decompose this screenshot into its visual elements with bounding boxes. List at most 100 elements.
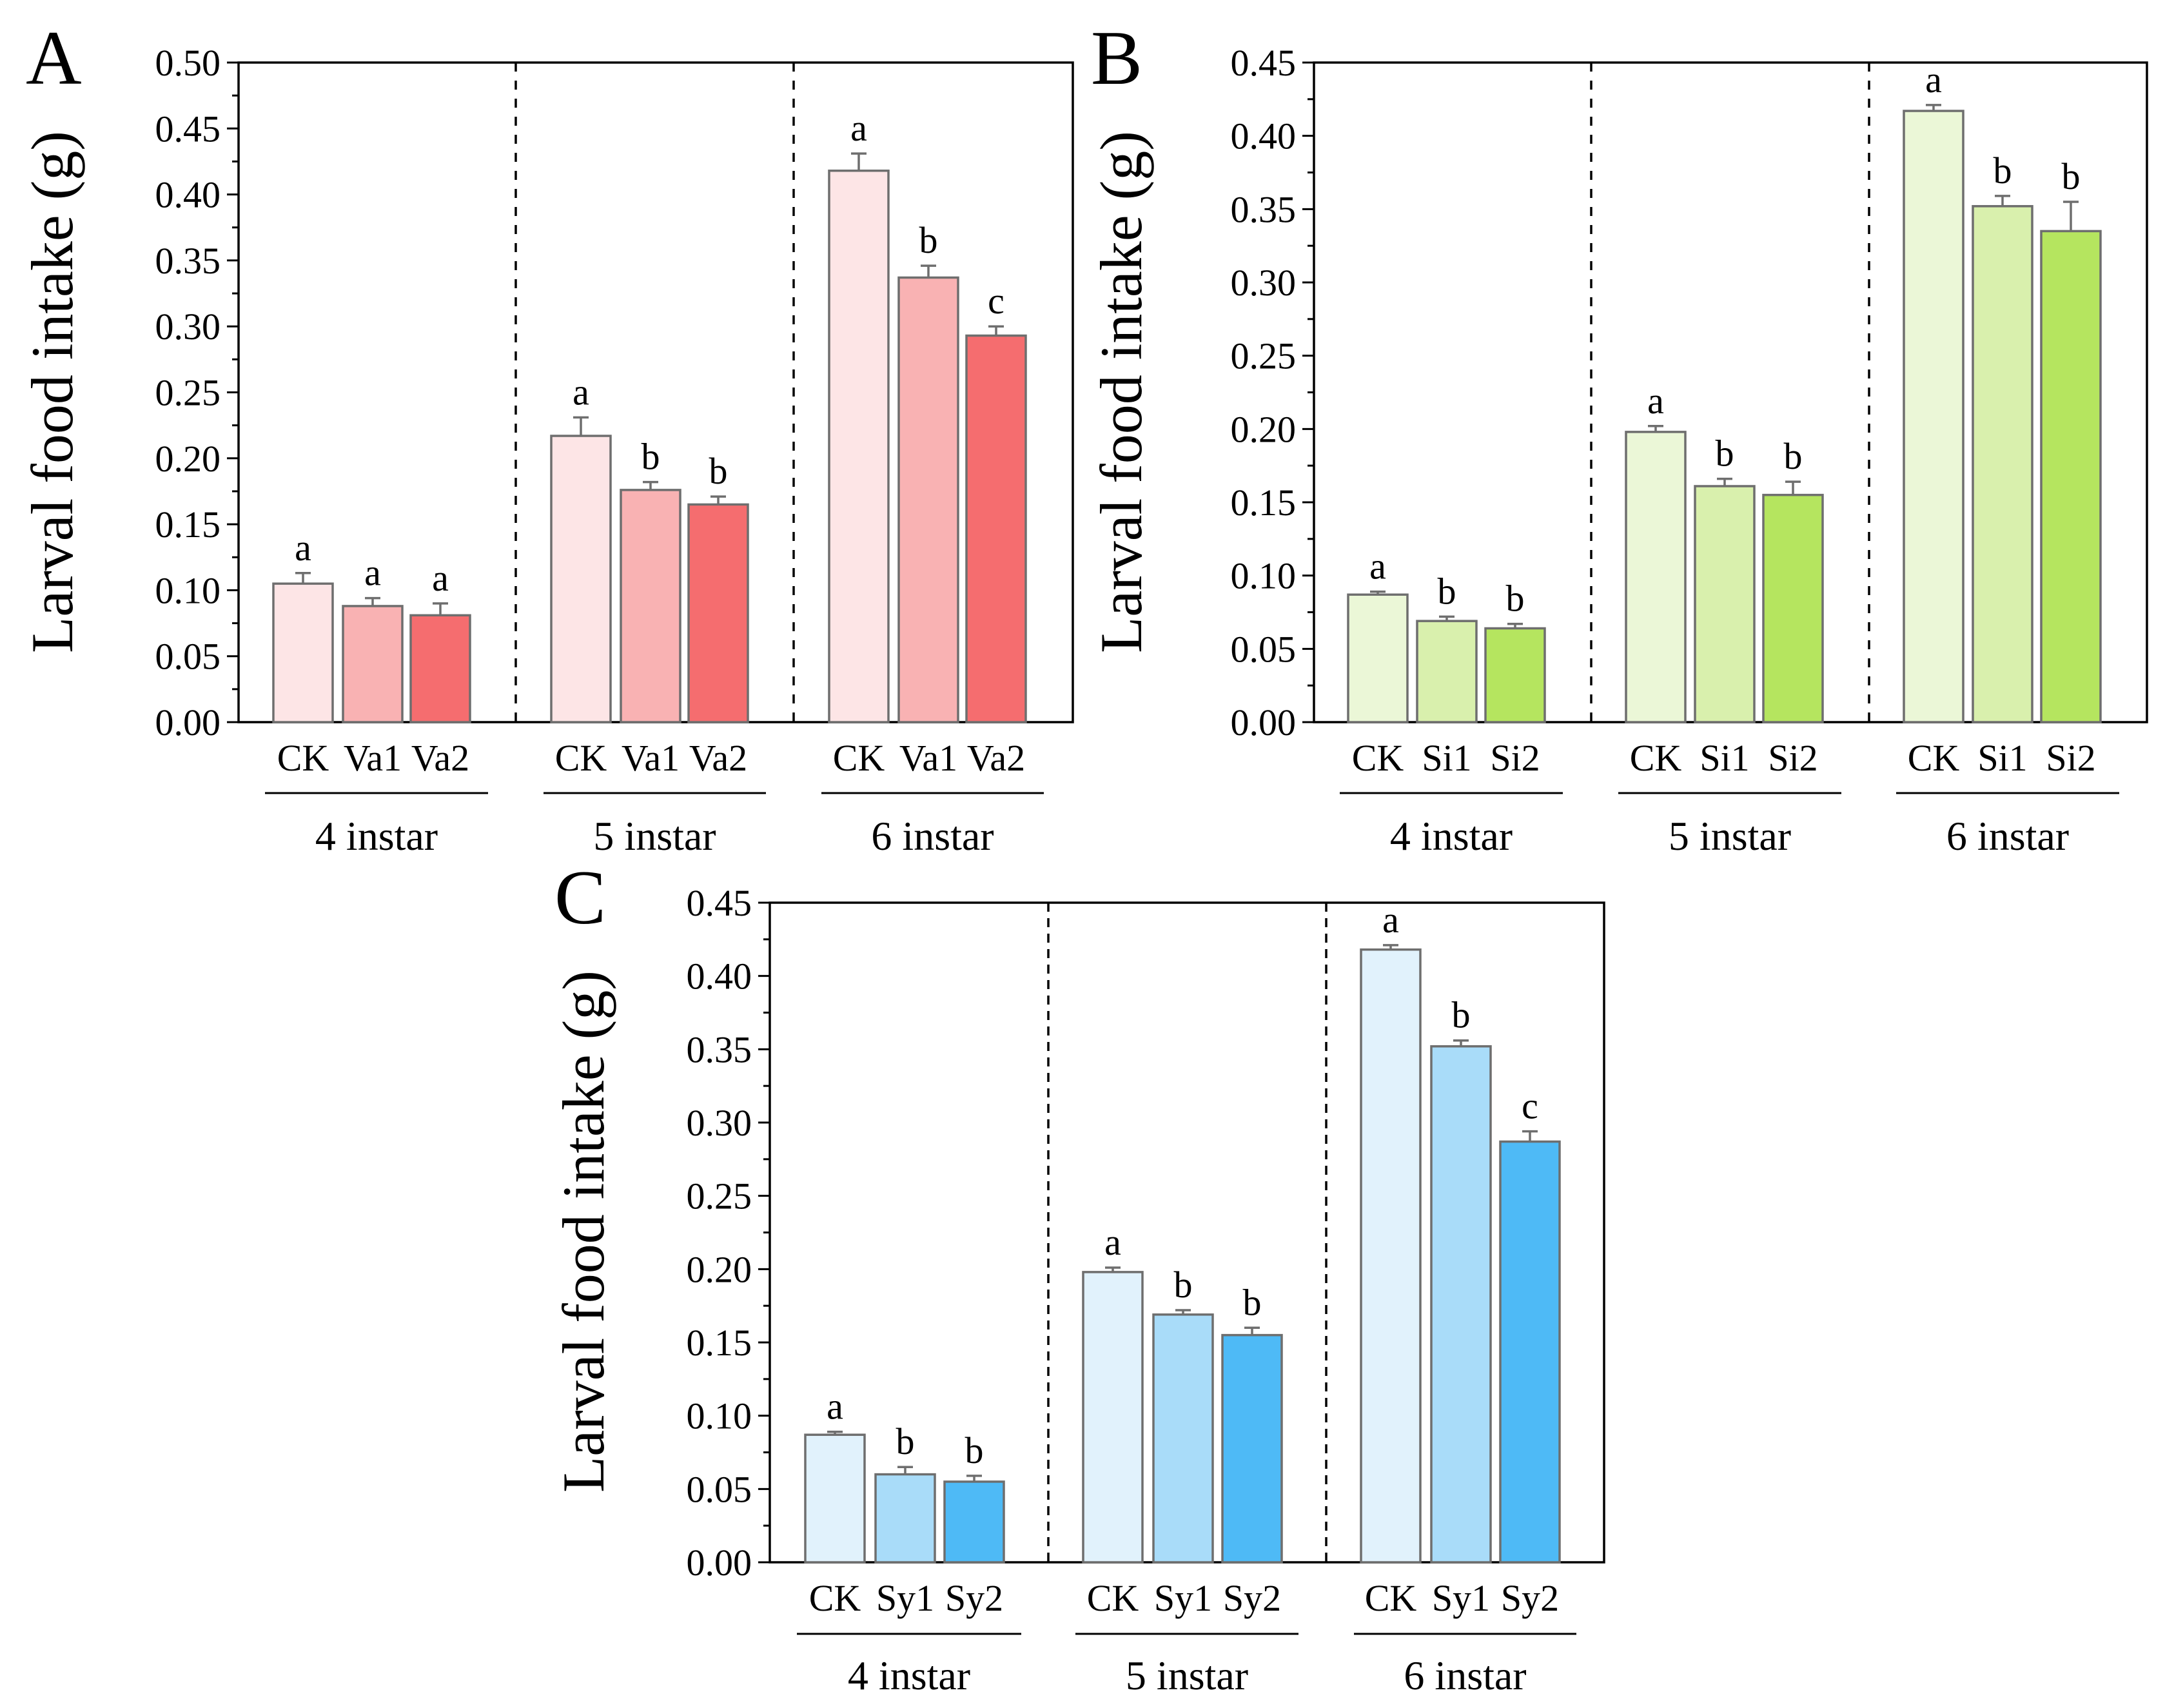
y-axis-title: Larval food intake (g) — [1088, 131, 1154, 653]
bar — [943, 1480, 1005, 1564]
significance-letter: a — [1382, 899, 1399, 941]
y-tick-label: 0.25 — [1231, 335, 1297, 377]
x-category-label: CK — [555, 737, 607, 779]
significance-letter: a — [827, 1386, 843, 1428]
y-tick-label: 0.20 — [687, 1248, 752, 1290]
significance-letter: a — [432, 557, 449, 599]
y-tick-label: 0.00 — [155, 702, 221, 743]
group-label: 5 instar — [1669, 813, 1791, 859]
x-category-label: Va1 — [344, 737, 402, 779]
y-tick-label: 0.50 — [155, 42, 221, 84]
chart-panel-a: 0.00 0.05 0.10 0.15 0.20 0.25 0.30 0.35 0.40 0.45… — [19, 15, 1074, 859]
group-label: 6 instar — [1404, 1653, 1526, 1698]
significance-letter: a — [850, 107, 867, 149]
y-tick-label: 0.05 — [155, 636, 221, 678]
x-category-label: Sy1 — [1432, 1577, 1490, 1619]
bar — [272, 582, 334, 723]
bar — [897, 276, 959, 723]
group-label: 6 instar — [1946, 813, 2069, 859]
x-category-label: CK — [1630, 737, 1682, 779]
y-tick-label: 0.30 — [687, 1102, 752, 1144]
bar — [828, 170, 890, 723]
x-category-label: Si1 — [1422, 737, 1471, 779]
y-tick-label: 0.35 — [687, 1028, 752, 1070]
y-tick-label: 0.30 — [1231, 262, 1297, 304]
significance-letter: a — [1369, 545, 1386, 587]
x-category-label: CK — [1087, 1577, 1139, 1619]
significance-letter: b — [919, 219, 938, 261]
bar — [1694, 485, 1756, 723]
bar — [342, 605, 404, 723]
bar — [804, 1433, 866, 1564]
bar — [1221, 1333, 1283, 1564]
significance-letter: a — [1647, 380, 1664, 422]
bar — [874, 1473, 936, 1564]
y-axis-title: Larval food intake (g) — [551, 970, 616, 1493]
y-tick-label: 0.25 — [155, 372, 221, 414]
y-tick-label: 0.10 — [1231, 555, 1297, 597]
y-tick-label: 0.35 — [1231, 188, 1297, 230]
bar — [620, 489, 681, 723]
bar — [2040, 230, 2102, 723]
significance-letter: b — [1452, 994, 1471, 1036]
y-tick-label: 0.20 — [1231, 408, 1297, 450]
bar — [1360, 948, 1422, 1564]
y-tick-label: 0.00 — [687, 1542, 752, 1584]
significance-letter: a — [1104, 1221, 1121, 1263]
bar — [409, 614, 471, 723]
significance-letter: b — [2062, 155, 2081, 197]
y-tick-label: 0.05 — [1231, 628, 1297, 670]
y-tick-label: 0.15 — [155, 504, 221, 545]
x-category-label: Sy1 — [876, 1577, 934, 1619]
significance-letter: b — [896, 1420, 915, 1462]
bar — [687, 503, 749, 723]
x-category-label: Va1 — [622, 737, 680, 779]
panel-letter: A — [26, 15, 82, 101]
x-category-label: Si2 — [1490, 737, 1540, 779]
chart-panel-b: 0.00 0.05 0.10 0.15 0.20 0.25 0.30 0.35 0.40 0.45… — [1088, 15, 2148, 859]
significance-letter: b — [1506, 578, 1525, 620]
bar — [1625, 431, 1687, 723]
y-tick-label: 0.25 — [687, 1175, 752, 1217]
y-tick-label: 0.10 — [155, 569, 221, 611]
y-tick-label: 0.40 — [155, 174, 221, 216]
significance-letter: b — [1784, 435, 1803, 477]
x-category-label: Va2 — [967, 737, 1025, 779]
bar — [1347, 593, 1409, 723]
x-category-label: CK — [809, 1577, 861, 1619]
x-category-label: Sy1 — [1154, 1577, 1212, 1619]
y-tick-label: 0.45 — [1231, 42, 1297, 84]
bar — [1762, 493, 1824, 723]
y-tick-label: 0.15 — [687, 1322, 752, 1364]
significance-letter: b — [1243, 1281, 1262, 1323]
x-category-label: Va2 — [411, 737, 469, 779]
x-category-label: Sy2 — [1223, 1577, 1281, 1619]
bar — [550, 435, 612, 723]
group-label: 5 instar — [1126, 1653, 1248, 1698]
x-category-label: Sy2 — [1501, 1577, 1559, 1619]
panel-letter: C — [554, 854, 606, 940]
y-tick-label: 0.45 — [687, 882, 752, 924]
bar — [1972, 205, 2033, 723]
significance-letter: b — [642, 436, 660, 478]
y-axis-title: Larval food intake (g) — [19, 131, 85, 653]
x-category-label: Sy2 — [945, 1577, 1003, 1619]
x-category-label: Si2 — [2046, 737, 2095, 779]
x-category-label: Si2 — [1768, 737, 1817, 779]
significance-letter: a — [364, 552, 381, 594]
significance-letter: c — [1522, 1085, 1538, 1127]
significance-letter: a — [573, 371, 589, 413]
y-tick-label: 0.10 — [687, 1395, 752, 1437]
bar — [965, 334, 1027, 723]
y-tick-label: 0.20 — [155, 438, 221, 480]
significance-letter: b — [1174, 1264, 1193, 1306]
y-tick-label: 0.00 — [1231, 702, 1297, 743]
y-tick-label: 0.05 — [687, 1468, 752, 1510]
significance-letter: b — [1994, 150, 2012, 191]
group-label: 5 instar — [593, 813, 716, 859]
x-category-label: Va2 — [689, 737, 747, 779]
bar — [1152, 1313, 1214, 1564]
y-tick-label: 0.40 — [1231, 115, 1297, 157]
group-label: 4 instar — [848, 1653, 970, 1698]
